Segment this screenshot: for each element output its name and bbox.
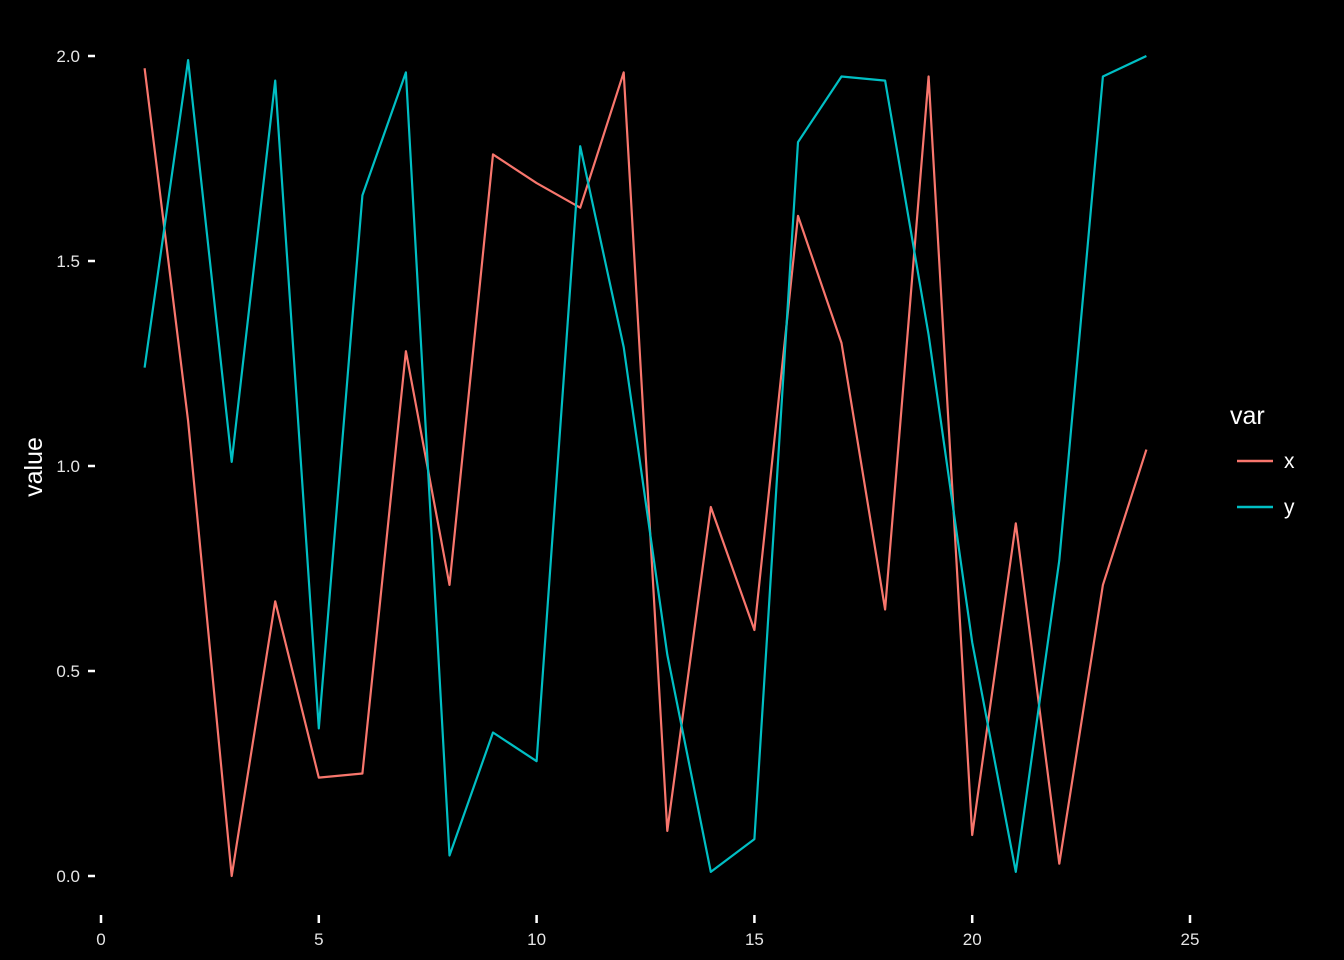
x-tick-label: 15	[745, 930, 764, 949]
x-tick-label: 5	[314, 930, 323, 949]
y-axis: 0.0 0.5 1.0 1.5 2.0	[56, 47, 95, 886]
y-tick-label: 0.5	[56, 662, 80, 681]
y-tick-label: 1.0	[56, 457, 80, 476]
x-axis: 0 5 10 15 20 25	[96, 915, 1199, 949]
legend: var xy	[1230, 402, 1295, 519]
x-tick-label: 20	[963, 930, 982, 949]
x-tick-label: 10	[527, 930, 546, 949]
legend-title: var	[1230, 402, 1265, 430]
legend-label-x: x	[1284, 450, 1295, 473]
y-axis-title: value	[20, 437, 48, 497]
x-tick-label: 25	[1181, 930, 1200, 949]
x-tick-label: 0	[96, 930, 105, 949]
series-line-y	[143, 55, 1147, 874]
series-layer	[143, 55, 1148, 878]
legend-label-y: y	[1284, 496, 1295, 519]
series-line-x	[143, 68, 1148, 878]
y-tick-label: 1.5	[56, 252, 80, 271]
y-tick-label: 0.0	[56, 867, 80, 886]
y-tick-label: 2.0	[56, 47, 80, 66]
